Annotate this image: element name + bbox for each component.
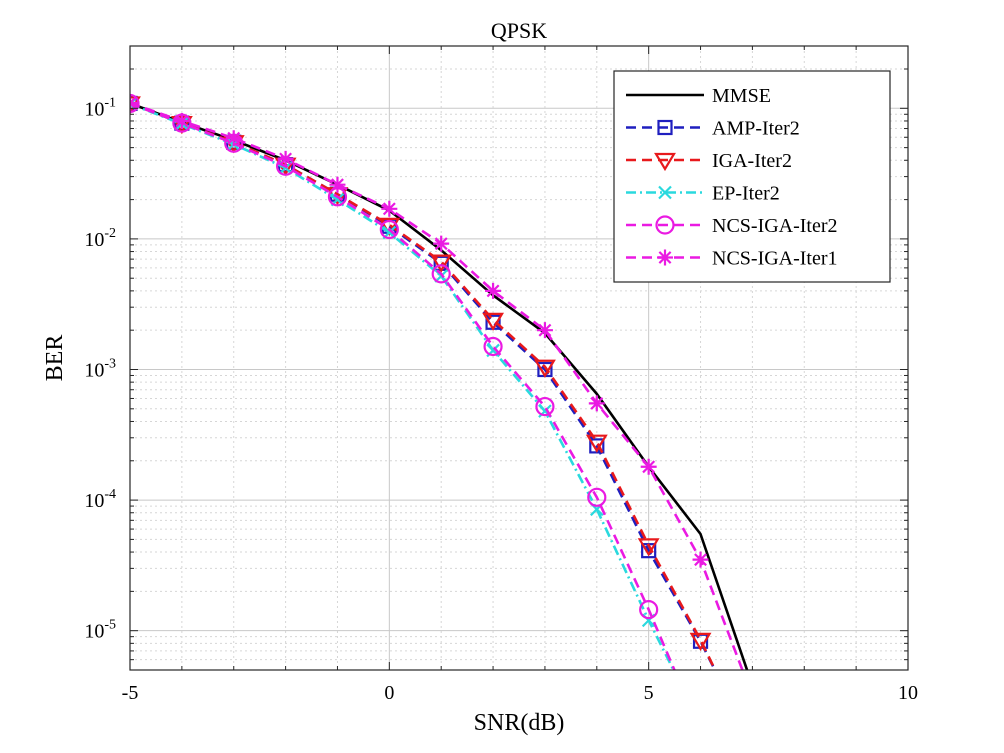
data-point-ncs-iga-iter1 bbox=[381, 200, 398, 217]
legend-label-iga-iter2: IGA-Iter2 bbox=[712, 150, 792, 172]
x-tick-label: -5 bbox=[122, 682, 139, 704]
data-point-iga-iter2 bbox=[689, 632, 712, 652]
data-point-ncs-iga-iter1 bbox=[225, 130, 242, 147]
data-point-iga-iter2 bbox=[533, 359, 556, 378]
chart-title: QPSK bbox=[491, 18, 547, 43]
data-point-ncs-iga-iter1 bbox=[173, 112, 190, 129]
data-point-ncs-iga-iter1 bbox=[640, 458, 657, 475]
data-point-ncs-iga-iter1 bbox=[433, 235, 450, 252]
data-point-iga-iter2 bbox=[482, 312, 505, 331]
data-point-ncs-iga-iter2 bbox=[535, 396, 555, 417]
series-layer bbox=[130, 93, 749, 670]
x-axis-label: SNR(dB) bbox=[474, 710, 565, 736]
legend-label-amp-iter2: AMP-Iter2 bbox=[712, 118, 800, 140]
legend-label-ncs-iga-iter1: NCS-IGA-Iter1 bbox=[712, 248, 838, 270]
legend-marker-ncs-iga-iter1 bbox=[657, 249, 673, 266]
y-tick-label: 10-4 bbox=[84, 487, 116, 512]
tick-labels: -5 0 5 10 10-1 10-2 10-3 10-4 10-5 bbox=[84, 95, 918, 704]
data-point-iga-iter2 bbox=[430, 254, 453, 273]
data-point-ncs-iga-iter2 bbox=[431, 264, 451, 284]
data-point-ncs-iga-iter1 bbox=[277, 150, 294, 167]
data-point-ncs-iga-iter1 bbox=[485, 282, 502, 299]
data-point-ncs-iga-iter2 bbox=[639, 600, 659, 620]
legend-marker-iga-iter2 bbox=[654, 152, 676, 172]
data-point-ncs-iga-iter2 bbox=[483, 336, 503, 357]
plot-frame bbox=[129, 45, 909, 671]
data-point-ncs-iga-iter1 bbox=[536, 322, 553, 339]
legend-label-ep-iter2: EP-Iter2 bbox=[712, 183, 780, 205]
legend-box bbox=[613, 70, 891, 283]
y-axis-label: BER bbox=[42, 335, 68, 382]
data-point-ncs-iga-iter1 bbox=[692, 551, 709, 568]
ticks bbox=[129, 45, 909, 671]
y-tick-label: 10-1 bbox=[84, 95, 116, 120]
series-line-amp-iter2 bbox=[130, 102, 717, 670]
legend-marker-ncs-iga-iter2 bbox=[655, 215, 675, 235]
series-line-iga-iter2 bbox=[130, 102, 717, 670]
data-point-iga-iter2 bbox=[637, 538, 660, 557]
y-tick-label: 10-5 bbox=[84, 618, 116, 643]
data-point-ncs-iga-iter1 bbox=[329, 176, 346, 193]
legend-label-mmse: MMSE bbox=[712, 85, 771, 107]
x-tick-label: 5 bbox=[644, 682, 654, 704]
x-tick-label: 0 bbox=[384, 682, 394, 704]
data-point-ncs-iga-iter1 bbox=[588, 395, 605, 412]
data-point-ncs-iga-iter2 bbox=[379, 219, 399, 240]
series-ncs-iga-iter1 bbox=[130, 94, 744, 670]
y-tick-label: 10-2 bbox=[84, 226, 116, 251]
legend: MMSE AMP-Iter2 IGA-Iter2 EP-Iter2 NCS-IGA-It… bbox=[613, 70, 891, 283]
data-point-iga-iter2 bbox=[378, 217, 401, 237]
y-tick-label: 10-3 bbox=[84, 356, 116, 381]
data-point-ncs-iga-iter2 bbox=[130, 93, 140, 114]
legend-marker-ep-iter2 bbox=[658, 185, 672, 200]
x-tick-label: 10 bbox=[898, 682, 918, 704]
legend-marker-amp-iter2 bbox=[657, 119, 673, 136]
data-point-ncs-iga-iter2 bbox=[587, 487, 607, 507]
legend-label-ncs-iga-iter2: NCS-IGA-Iter2 bbox=[712, 215, 838, 237]
data-point-iga-iter2 bbox=[585, 434, 608, 453]
